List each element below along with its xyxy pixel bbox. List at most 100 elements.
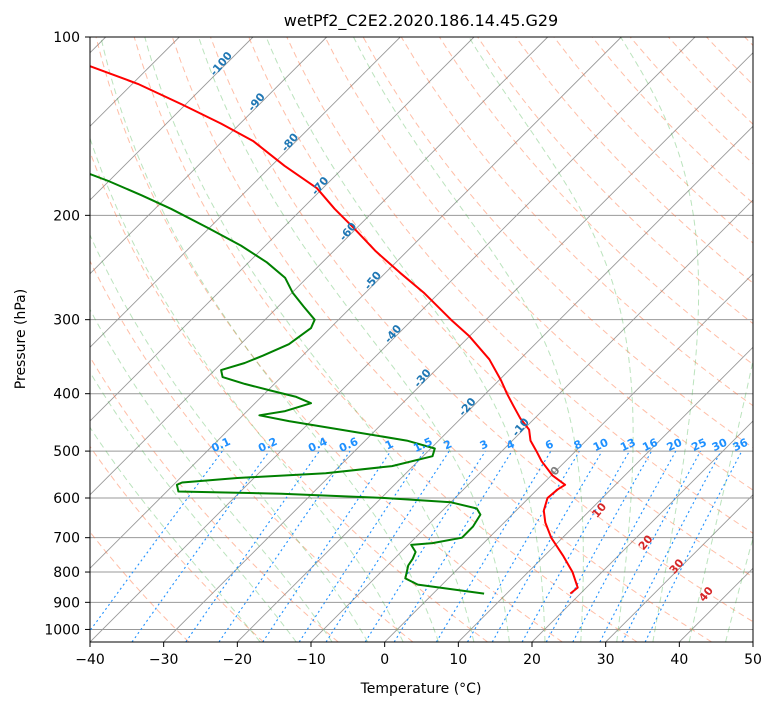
- isotherm-line: [457, 346, 753, 642]
- isotherm-line: [531, 420, 753, 642]
- moist-adiabat-line: [468, 37, 634, 642]
- mixing-ratio-line: [491, 450, 603, 642]
- dry-adiabat-line: [706, 37, 753, 86]
- isotherm-line: [90, 37, 696, 642]
- isotherm-line: [90, 37, 401, 348]
- moist-adiabat-line: [725, 536, 753, 642]
- dry-adiabat-label: -10: [509, 415, 532, 439]
- dry-adiabat-label: -90: [245, 90, 268, 114]
- mixing-ratio-line: [545, 450, 653, 642]
- dry-adiabat-label: -60: [337, 220, 360, 244]
- moist-adiabat-line: [90, 308, 333, 642]
- mixing-ratio-line: [621, 450, 722, 642]
- mixing-ratio-label: 25: [689, 436, 708, 454]
- mixing-ratio-line: [262, 450, 392, 642]
- mixing-ratio-line: [644, 450, 743, 642]
- moist-adiabat-line: [198, 37, 510, 642]
- mixing-ratio-line: [185, 450, 320, 642]
- y-tick-label: 500: [53, 444, 80, 460]
- dry-adiabat-line: [90, 356, 339, 642]
- mixing-ratio-line: [90, 450, 223, 632]
- moist-adiabat-line: [90, 136, 404, 642]
- isotherm-line: [90, 37, 549, 496]
- isotherm-line: [605, 494, 753, 642]
- y-tick-label: 200: [53, 208, 80, 224]
- mixing-ratio-label: 13: [618, 436, 637, 454]
- dry-adiabat-line: [95, 37, 563, 642]
- mixing-ratio-label: 1: [383, 437, 395, 452]
- y-tick-label: 900: [53, 595, 80, 611]
- mixing-ratio-line: [467, 450, 580, 642]
- dry-adiabat-label: -100: [207, 49, 235, 79]
- moist-adiabat-line: [90, 233, 369, 642]
- mixing-ratio-label: 30: [710, 436, 730, 454]
- dry-adiabat-line: [90, 445, 264, 642]
- x-tick-label: −30: [149, 652, 179, 668]
- isotherm-line: [310, 199, 753, 642]
- moist-adiabat-line: [100, 37, 439, 642]
- x-tick-label: 0: [380, 652, 389, 668]
- y-tick-label: 300: [53, 313, 80, 329]
- isotherm-line: [90, 37, 622, 569]
- dry-adiabat-label: -40: [382, 322, 405, 346]
- mixing-ratio-line: [218, 450, 351, 642]
- plot-frame: [89, 36, 754, 643]
- x-tick-label: 40: [670, 652, 688, 668]
- moist-adiabat-line: [90, 371, 297, 642]
- isotherm-line: [752, 641, 753, 642]
- chart-title: wetPf2_C2E2.2020.186.14.45.G29: [284, 11, 558, 31]
- moist-adiabat-line: [688, 358, 753, 642]
- moist-adiabat-line: [144, 37, 475, 642]
- temperature-profile-line: [90, 65, 579, 595]
- mixing-ratio-line: [572, 450, 677, 642]
- x-tick-label: 50: [744, 652, 762, 668]
- moist-adiabat-line: [353, 37, 584, 642]
- isotherm-line: [384, 273, 753, 642]
- mixing-ratio-label: 0.6: [337, 435, 360, 455]
- mixing-ratio-line: [131, 450, 270, 642]
- y-axis-label: Pressure (hPa): [13, 289, 29, 389]
- dry-adiabat-line: [515, 37, 753, 284]
- mixing-ratio-line: [298, 450, 425, 642]
- dry-adiabat-line: [324, 37, 753, 491]
- mixing-ratio-label: 3: [478, 437, 490, 452]
- mixing-ratio-label: 0.1: [209, 435, 232, 455]
- mixing-ratio-label: 1.5: [411, 435, 434, 455]
- mixing-ratio-line: [521, 450, 630, 642]
- y-tick-label: 700: [53, 531, 80, 547]
- y-tick-label: 800: [53, 565, 80, 581]
- isotherm-line: [90, 37, 328, 275]
- mixing-ratio-label: 20: [665, 436, 685, 454]
- isotherm-line: [90, 37, 475, 422]
- dry-adiabat-label: -30: [411, 366, 434, 390]
- dewpoint-profile-line: [90, 173, 485, 595]
- dry-adiabat-line: [248, 37, 753, 578]
- mixing-ratio-label: 16: [640, 436, 660, 454]
- y-tick-label: 1000: [44, 622, 80, 638]
- y-tick-label: 100: [53, 30, 80, 46]
- moist-adiabat-label: 30: [667, 556, 687, 576]
- dry-adiabat-line: [668, 37, 753, 125]
- dry-adiabat-line: [591, 37, 753, 204]
- mixing-ratio-label: 2: [442, 437, 454, 452]
- moist-adiabat-line: [265, 37, 546, 642]
- dry-adiabat-label: -70: [309, 174, 332, 198]
- dry-adiabat-line: [133, 37, 638, 642]
- x-tick-label: 20: [523, 652, 541, 668]
- y-tick-label: 600: [53, 491, 80, 507]
- mixing-ratio-line: [599, 450, 701, 642]
- axis-ticks: −40 −30 −20 −10 0 10 20 30 40 5010020030040050060…: [44, 30, 762, 668]
- mixing-ratio-line: [435, 450, 552, 642]
- isotherm-line: [90, 37, 254, 201]
- x-tick-label: −20: [223, 652, 253, 668]
- dry-adiabat-line: [90, 150, 488, 642]
- isotherm-line: [678, 567, 753, 642]
- dry-adiabat-label: -50: [361, 269, 384, 293]
- x-tick-label: 30: [597, 652, 615, 668]
- dry-adiabat-line: [90, 259, 414, 642]
- x-tick-label: −40: [75, 652, 105, 668]
- mixing-ratio-label: 36: [731, 436, 751, 454]
- moist-adiabat-line: [90, 426, 261, 642]
- mixing-ratio-label: 10: [591, 436, 611, 454]
